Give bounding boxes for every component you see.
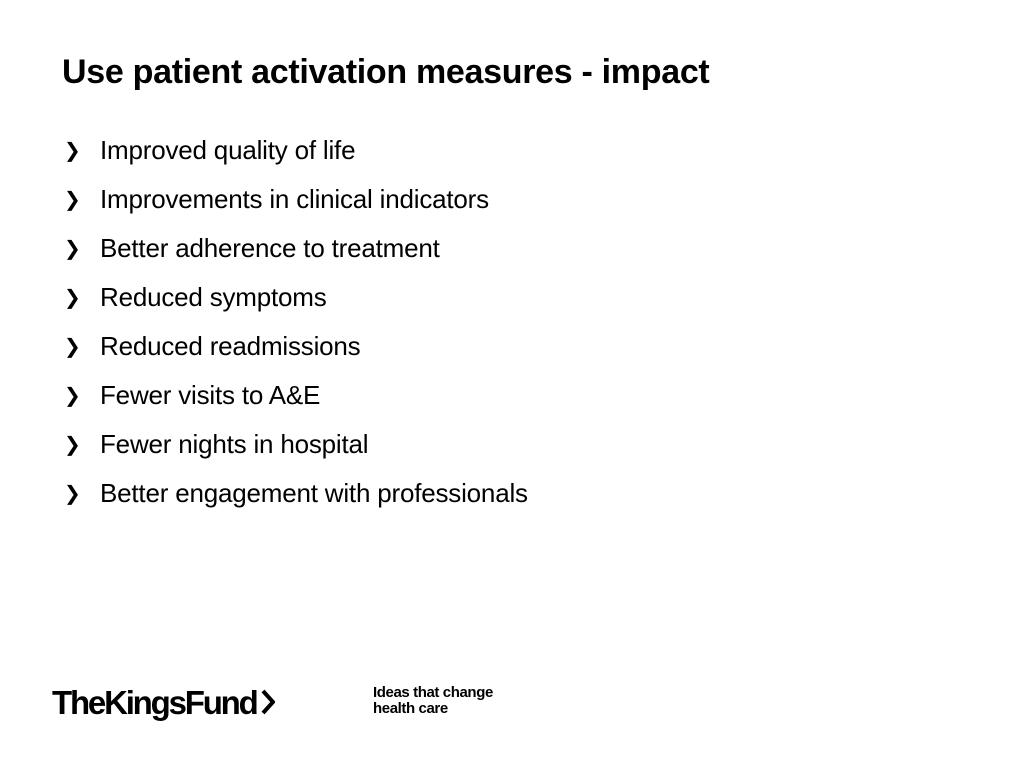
bullet-item: ❯ Reduced symptoms	[62, 272, 528, 321]
bullet-chevron-icon: ❯	[64, 235, 81, 260]
bullet-text: Improved quality of life	[100, 134, 356, 165]
bullet-text: Fewer nights in hospital	[100, 428, 369, 459]
bullet-text: Reduced symptoms	[100, 281, 327, 312]
tagline-line-1: Ideas that change	[373, 684, 493, 701]
bullet-chevron-icon: ❯	[64, 431, 81, 456]
bullet-item: ❯ Fewer nights in hospital	[62, 419, 528, 468]
bullet-chevron-icon: ❯	[64, 333, 81, 358]
bullet-item: ❯ Fewer visits to A&E	[62, 370, 528, 419]
bullet-chevron-icon: ❯	[64, 186, 81, 211]
bullet-item: ❯ Better engagement with professionals	[62, 468, 528, 517]
logo-text: TheKingsFund	[52, 683, 259, 721]
bullet-text: Better engagement with professionals	[100, 477, 528, 508]
bullet-item: ❯ Improvements in clinical indicators	[62, 174, 528, 223]
slide-title: Use patient activation measures - impact	[62, 53, 710, 91]
bullet-text: Better adherence to treatment	[100, 232, 440, 263]
tagline-line-2: health care	[373, 700, 448, 717]
kings-fund-logo: TheKingsFund	[52, 682, 275, 722]
bullet-item: ❯ Better adherence to treatment	[62, 223, 528, 272]
bullet-item: ❯ Reduced readmissions	[62, 321, 528, 370]
tagline: Ideas that change health care	[373, 685, 493, 717]
footer: TheKingsFund Ideas that change health ca…	[52, 682, 572, 726]
bullet-chevron-icon: ❯	[64, 480, 81, 505]
bullet-item: ❯ Improved quality of life	[62, 125, 528, 174]
bullet-text: Fewer visits to A&E	[100, 379, 321, 410]
bullet-chevron-icon: ❯	[64, 284, 81, 309]
bullet-chevron-icon: ❯	[64, 137, 81, 162]
bullet-chevron-icon: ❯	[64, 382, 81, 407]
bullet-list: ❯ Improved quality of life ❯ Improvement…	[62, 125, 528, 517]
chevron-right-icon	[261, 689, 275, 715]
bullet-text: Improvements in clinical indicators	[100, 183, 489, 214]
bullet-text: Reduced readmissions	[100, 330, 361, 361]
